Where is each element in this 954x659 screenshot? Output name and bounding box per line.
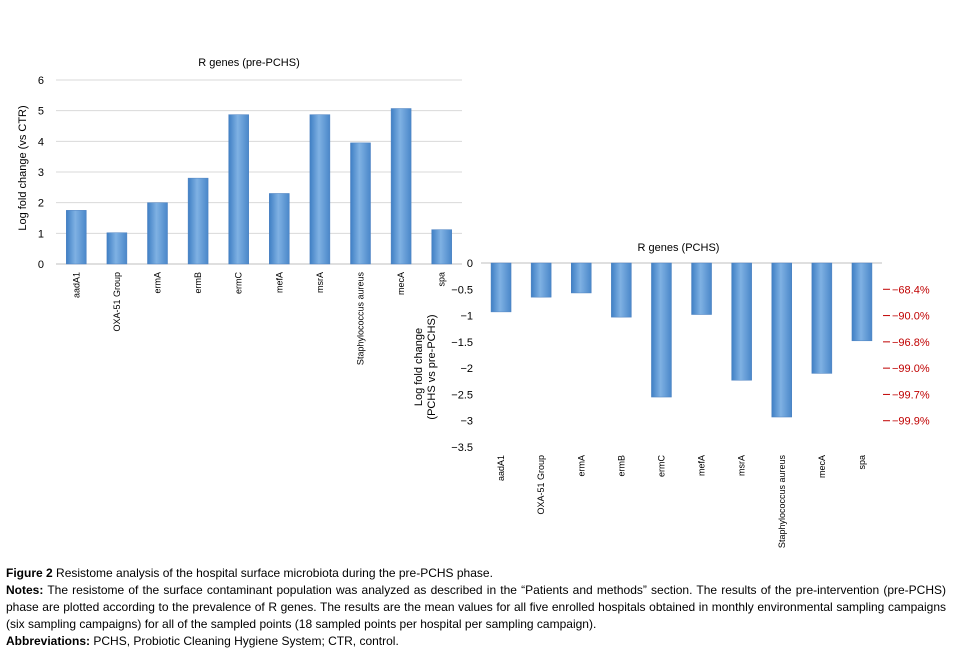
chart1-ytick-label: 4: [38, 136, 44, 148]
chart2-bar-meca: [811, 262, 833, 374]
chart1-bar-oxa-51-group: [106, 232, 128, 265]
chart1-ytick-label: 5: [38, 106, 44, 118]
chart2-bar-oxa-51-group: [530, 262, 552, 298]
chart2-secondary-label: −99.0%: [892, 363, 930, 375]
caption-figure-line: Figure 2 Resistome analysis of the hospi…: [6, 565, 946, 582]
chart2-secondary-label: −90.0%: [892, 311, 930, 323]
chart1-ytick-label: 0: [38, 259, 44, 271]
chart2-ytick-label: −2: [460, 363, 473, 375]
figure-label: Figure 2: [6, 566, 53, 580]
chart2-ytick-label: −2.5: [451, 389, 473, 401]
chart2-category-label: mecA: [817, 455, 827, 478]
chart2-category-label: ermB: [616, 455, 626, 477]
chart2-y-axis-label-line1: Log fold change: [413, 328, 425, 406]
chart1-bar-msra: [309, 114, 331, 265]
chart2-bar-erma: [571, 262, 592, 294]
chart1-category-label: aadA1: [71, 272, 81, 298]
chart1-bar-meca: [390, 108, 412, 265]
chart1-ytick-label: 6: [38, 75, 44, 87]
chart2-bar-ermb: [611, 262, 632, 318]
chart1-category-label: ermB: [193, 272, 203, 294]
caption-abbreviations: Abbreviations: PCHS, Probiotic Cleaning …: [6, 633, 946, 650]
figure-charts: R genes (pre-PCHS) 0 1 2 3 4 5 6 aadA1 OXA-51 Gro…: [17, 57, 930, 549]
chart2-y-axis-label-line2: (PCHS vs pre-PCHS): [426, 314, 438, 419]
notes-label: Notes:: [6, 583, 44, 597]
chart2-bar-staphylococcus-aureus: [771, 262, 792, 418]
chart2-ytick-label: 0: [467, 258, 473, 270]
chart1-bar-ermc: [228, 114, 249, 265]
chart1-category-label: ermA: [153, 272, 163, 294]
chart1-category-label: mecA: [396, 272, 406, 295]
chart1-ytick-label: 3: [38, 167, 44, 179]
chart2-category-label: ermC: [656, 455, 666, 477]
chart2-ytick-label: −3.5: [451, 442, 473, 454]
chart2-category-label: OXA-51 Group: [536, 455, 546, 515]
chart1-bar-aada1: [66, 210, 87, 265]
chart1-category-label: Staphylococcus aureus: [356, 272, 366, 366]
chart2-bar-spa: [851, 262, 873, 342]
chart1-category-label: msrA: [315, 272, 325, 293]
abbrev-label: Abbreviations:: [6, 634, 91, 648]
chart2-title: R genes (PCHS): [638, 242, 720, 254]
chart2-secondary-label: −99.7%: [892, 389, 930, 401]
chart1-y-axis-label: Log fold change (vs CTR): [17, 105, 29, 230]
figure-text: Resistome analysis of the hospital surfa…: [56, 566, 493, 580]
chart1-ytick-label: 1: [38, 228, 44, 240]
chart1-bar-erma: [147, 202, 168, 265]
chart1-title: R genes (pre-PCHS): [198, 57, 299, 69]
chart2-category-label: Staphylococcus aureus: [777, 455, 787, 549]
chart2-ytick-label: −0.5: [451, 284, 473, 296]
chart1-category-label: mefA: [274, 272, 284, 293]
chart2-secondary-label: −96.8%: [892, 337, 930, 349]
chart2-category-label: ermA: [576, 455, 586, 477]
chart2-category-label: msrA: [737, 455, 747, 476]
chart2-bar-aada1: [490, 262, 512, 313]
chart1-ytick-label: 2: [38, 198, 44, 210]
chart1-category-label: ermC: [234, 272, 244, 294]
chart2-category-label: spa: [857, 455, 867, 470]
chart2-secondary-label: −68.4%: [892, 284, 930, 296]
chart1-bar-spa: [431, 229, 452, 265]
chart2-bar-ermc: [651, 262, 672, 398]
chart2-bar-msra: [731, 262, 752, 381]
chart2-ytick-label: −1: [460, 311, 473, 323]
chart1-bar-staphylococcus-aureus: [350, 142, 371, 265]
chart2-category-label: mefA: [697, 455, 707, 476]
chart2-secondary-label: −99.9%: [892, 416, 930, 428]
abbrev-text: PCHS, Probiotic Cleaning Hygiene System;…: [93, 634, 399, 648]
chart2-ytick-label: −1.5: [451, 337, 473, 349]
chart1-category-label: OXA-51 Group: [112, 272, 122, 332]
figure-caption: Figure 2 Resistome analysis of the hospi…: [6, 565, 946, 650]
chart2-ytick-label: −3: [460, 416, 473, 428]
chart1-category-label: spa: [437, 272, 447, 287]
chart1-bar-ermb: [187, 177, 209, 265]
chart1-bar-mefa: [269, 193, 290, 265]
chart2-bar-mefa: [691, 262, 712, 315]
caption-notes: Notes: The resistome of the surface cont…: [6, 582, 946, 633]
chart2-category-label: aadA1: [496, 455, 506, 481]
notes-text: The resistome of the surface contaminant…: [6, 583, 946, 631]
